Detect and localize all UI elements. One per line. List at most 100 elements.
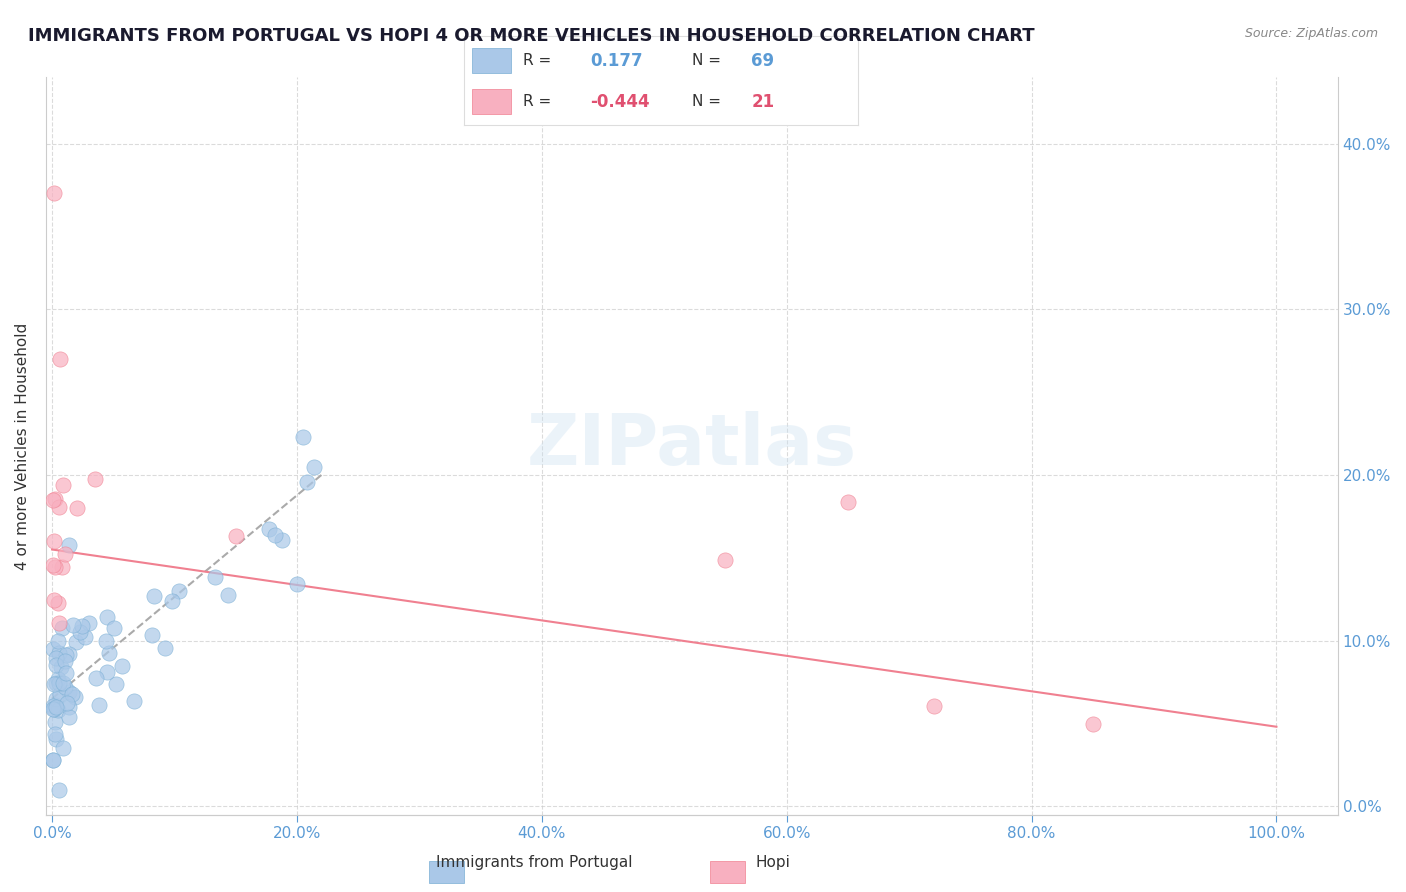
Point: [45, 675, 67, 690]
Point: [44, 698, 66, 712]
Text: Source: ZipAtlas.com: Source: ZipAtlas.com: [1244, 27, 1378, 40]
Point: [46, 634, 69, 648]
Point: [49, 660, 72, 674]
Y-axis label: 4 or more Vehicles in Household: 4 or more Vehicles in Household: [15, 322, 30, 570]
Point: [84, 472, 107, 486]
Point: [42, 493, 65, 508]
Point: [44, 560, 66, 574]
Point: [1081, 716, 1104, 731]
Point: [124, 694, 146, 708]
Point: [270, 533, 292, 547]
Text: 69: 69: [751, 52, 775, 70]
Point: [167, 584, 190, 599]
Point: [96, 633, 118, 648]
Point: [837, 495, 859, 509]
Point: [48, 675, 70, 690]
Point: [72, 619, 94, 633]
Point: [160, 594, 183, 608]
Point: [42, 533, 65, 548]
Point: [89, 698, 111, 712]
Point: [922, 698, 945, 713]
Point: [257, 522, 280, 536]
Point: [285, 576, 308, 591]
Point: [292, 429, 315, 443]
Point: [48, 703, 70, 717]
Point: [52, 675, 75, 690]
FancyBboxPatch shape: [472, 48, 512, 73]
Point: [304, 459, 326, 474]
Point: [58, 685, 80, 699]
Point: [41, 558, 63, 572]
Text: Immigrants from Portugal: Immigrants from Portugal: [436, 855, 633, 870]
Point: [53, 653, 76, 667]
Point: [45, 700, 67, 714]
Point: [44, 702, 66, 716]
Point: [44, 727, 66, 741]
Point: [48, 673, 70, 687]
FancyBboxPatch shape: [472, 89, 512, 114]
Text: N =: N =: [692, 54, 721, 68]
Text: 0.177: 0.177: [591, 52, 643, 70]
Point: [42, 753, 65, 767]
Point: [52, 741, 75, 756]
Point: [65, 501, 87, 516]
Text: N =: N =: [692, 95, 721, 109]
Point: [58, 647, 80, 661]
Point: [44, 658, 66, 673]
Point: [44, 491, 66, 506]
Point: [51, 621, 73, 635]
Point: [42, 699, 65, 714]
Text: R =: R =: [523, 54, 551, 68]
Point: [42, 593, 65, 607]
Text: 21: 21: [751, 93, 775, 111]
Point: [65, 635, 87, 649]
Point: [264, 527, 287, 541]
Point: [98, 646, 121, 660]
Point: [42, 677, 65, 691]
Point: [105, 676, 128, 690]
Point: [48, 646, 70, 660]
Point: [96, 610, 118, 624]
Point: [60, 688, 83, 702]
Text: R =: R =: [523, 95, 551, 109]
Text: -0.444: -0.444: [591, 93, 650, 111]
Text: Hopi: Hopi: [756, 855, 790, 870]
Point: [204, 570, 226, 584]
Point: [141, 628, 163, 642]
Point: [49, 687, 72, 701]
Point: [225, 529, 247, 543]
Point: [41, 642, 63, 657]
Point: [63, 690, 86, 705]
Point: [84, 671, 107, 685]
Point: [48, 782, 70, 797]
Point: [143, 589, 166, 603]
Point: [58, 700, 80, 714]
Point: [714, 553, 737, 567]
Point: [44, 714, 66, 729]
Point: [52, 478, 75, 492]
Point: [48, 616, 70, 631]
Point: [96, 665, 118, 679]
Point: [45, 650, 67, 665]
Point: [62, 617, 84, 632]
Point: [45, 691, 67, 706]
Point: [51, 560, 73, 574]
Point: [42, 753, 65, 767]
Point: [45, 731, 67, 746]
Point: [73, 631, 96, 645]
Point: [55, 696, 77, 710]
Point: [58, 710, 80, 724]
Point: [53, 680, 76, 694]
Point: [55, 648, 77, 662]
Point: [55, 666, 77, 681]
Point: [58, 538, 80, 552]
Text: IMMIGRANTS FROM PORTUGAL VS HOPI 4 OR MORE VEHICLES IN HOUSEHOLD CORRELATION CHA: IMMIGRANTS FROM PORTUGAL VS HOPI 4 OR MO…: [28, 27, 1035, 45]
Point: [49, 351, 72, 366]
Point: [69, 625, 91, 640]
Point: [42, 186, 65, 201]
Point: [48, 500, 70, 514]
Point: [217, 588, 239, 602]
Point: [46, 596, 69, 610]
Text: ZIPatlas: ZIPatlas: [527, 411, 856, 481]
Point: [77, 615, 100, 630]
